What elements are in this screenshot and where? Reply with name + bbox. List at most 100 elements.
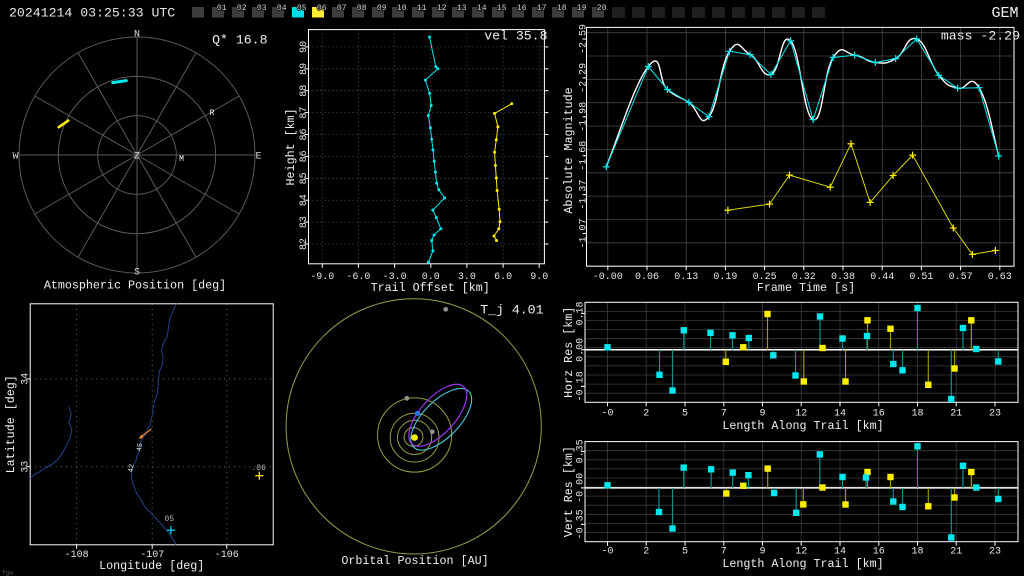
svg-text:0.18: 0.18 <box>576 301 587 325</box>
svg-text:Vert Res [km]: Vert Res [km] <box>562 446 576 537</box>
svg-text:02: 02 <box>237 4 247 13</box>
svg-text:04: 04 <box>277 4 287 13</box>
svg-text:6.0: 6.0 <box>494 272 512 283</box>
svg-text:09: 09 <box>377 4 387 13</box>
svg-text:-6.0: -6.0 <box>346 272 370 283</box>
svg-text:11: 11 <box>417 4 427 13</box>
svg-text:T_j 4.01: T_j 4.01 <box>480 303 543 318</box>
svg-text:Trail Offset [km]: Trail Offset [km] <box>371 281 490 295</box>
svg-text:0.13: 0.13 <box>674 272 698 283</box>
svg-text:-3.0: -3.0 <box>383 272 407 283</box>
svg-text:5: 5 <box>682 547 688 558</box>
svg-text:GEM: GEM <box>991 5 1018 22</box>
svg-text:Height [km]: Height [km] <box>284 108 298 185</box>
svg-text:-108: -108 <box>65 550 89 561</box>
svg-text:-1.98: -1.98 <box>579 102 590 132</box>
svg-text:-0: -0 <box>601 547 613 558</box>
svg-text:S: S <box>134 267 140 278</box>
svg-text:-0: -0 <box>601 409 613 420</box>
svg-text:9.0: 9.0 <box>530 272 548 283</box>
svg-text:03: 03 <box>257 4 267 13</box>
svg-text:-0.35: -0.35 <box>576 509 587 539</box>
svg-text:17: 17 <box>537 4 547 13</box>
svg-text:9: 9 <box>759 547 765 558</box>
svg-text:-2.29: -2.29 <box>579 63 590 93</box>
svg-text:82: 82 <box>299 238 310 250</box>
svg-text:87: 87 <box>299 107 310 119</box>
svg-text:Latitude [deg]: Latitude [deg] <box>4 375 18 473</box>
svg-text:90: 90 <box>299 41 310 53</box>
svg-text:0.51: 0.51 <box>909 272 933 283</box>
svg-text:05: 05 <box>165 515 175 524</box>
svg-text:18: 18 <box>911 547 923 558</box>
svg-text:7: 7 <box>721 547 727 558</box>
svg-text:19: 19 <box>577 4 587 13</box>
svg-text:.06: .06 <box>252 464 267 473</box>
svg-text:0.44: 0.44 <box>870 272 894 283</box>
svg-text:Frame Time [s]: Frame Time [s] <box>757 281 855 295</box>
svg-text:R: R <box>210 109 215 118</box>
svg-text:45: 45 <box>136 443 145 452</box>
svg-text:20: 20 <box>597 4 607 13</box>
svg-text:Orbital Position [AU]: Orbital Position [AU] <box>341 554 488 568</box>
svg-text:07: 07 <box>337 4 347 13</box>
svg-text:83: 83 <box>299 216 310 228</box>
svg-text:3.0: 3.0 <box>458 272 476 283</box>
svg-text:16: 16 <box>873 409 885 420</box>
svg-text:16: 16 <box>873 547 885 558</box>
svg-text:E: E <box>255 152 261 163</box>
svg-text:Length Along Trail [km]: Length Along Trail [km] <box>722 419 883 433</box>
svg-text:34: 34 <box>21 373 32 385</box>
svg-text:9: 9 <box>759 409 765 420</box>
svg-text:42: 42 <box>127 464 136 473</box>
svg-text:-9.0: -9.0 <box>310 272 334 283</box>
svg-text:14: 14 <box>834 409 846 420</box>
svg-text:0.19: 0.19 <box>713 272 737 283</box>
svg-text:85: 85 <box>299 172 310 184</box>
svg-text:88: 88 <box>299 85 310 97</box>
svg-text:Z: Z <box>134 152 140 163</box>
svg-text:-1.37: -1.37 <box>579 180 590 210</box>
svg-text:16: 16 <box>517 4 527 13</box>
svg-text:84: 84 <box>299 194 310 206</box>
svg-text:W: W <box>12 152 18 163</box>
svg-text:N: N <box>134 30 140 41</box>
svg-text:2: 2 <box>643 409 649 420</box>
svg-text:10: 10 <box>397 4 407 13</box>
svg-text:0.0: 0.0 <box>422 272 440 283</box>
svg-text:-107: -107 <box>140 550 164 561</box>
svg-text:89: 89 <box>299 63 310 75</box>
svg-text:06: 06 <box>317 4 327 13</box>
svg-text:13: 13 <box>457 4 467 13</box>
svg-text:33: 33 <box>21 461 32 473</box>
svg-text:12: 12 <box>795 409 807 420</box>
svg-text:vel 35.8: vel 35.8 <box>484 29 547 44</box>
svg-text:-106: -106 <box>215 550 239 561</box>
svg-text:12: 12 <box>437 4 447 13</box>
svg-text:-0.00: -0.00 <box>593 272 623 283</box>
svg-text:7: 7 <box>721 409 727 420</box>
svg-text:18: 18 <box>911 409 923 420</box>
svg-text:Horz Res [km]: Horz Res [km] <box>562 307 576 398</box>
svg-text:Q* 16.8: Q* 16.8 <box>212 33 267 48</box>
svg-text:0.06: 0.06 <box>635 272 659 283</box>
svg-text:14: 14 <box>477 4 487 13</box>
svg-text:-0.18: -0.18 <box>576 371 587 401</box>
svg-text:0.57: 0.57 <box>949 272 973 283</box>
svg-text:fgw: fgw <box>2 570 13 576</box>
svg-text:12: 12 <box>795 547 807 558</box>
svg-text:15: 15 <box>497 4 507 13</box>
svg-text:0.00: 0.00 <box>576 338 587 362</box>
svg-text:5: 5 <box>682 409 688 420</box>
svg-text:23: 23 <box>989 547 1001 558</box>
svg-text:-0.00: -0.00 <box>576 473 587 503</box>
svg-text:0.63: 0.63 <box>988 272 1012 283</box>
svg-text:21: 21 <box>950 409 962 420</box>
svg-text:Atmospheric Position [deg]: Atmospheric Position [deg] <box>44 279 226 293</box>
svg-text:23: 23 <box>989 409 1001 420</box>
svg-text:14: 14 <box>834 547 846 558</box>
svg-text:Absolute Magnitude: Absolute Magnitude <box>562 87 576 213</box>
svg-text:18: 18 <box>557 4 567 13</box>
svg-text:M: M <box>179 155 184 164</box>
svg-text:0.32: 0.32 <box>792 272 816 283</box>
